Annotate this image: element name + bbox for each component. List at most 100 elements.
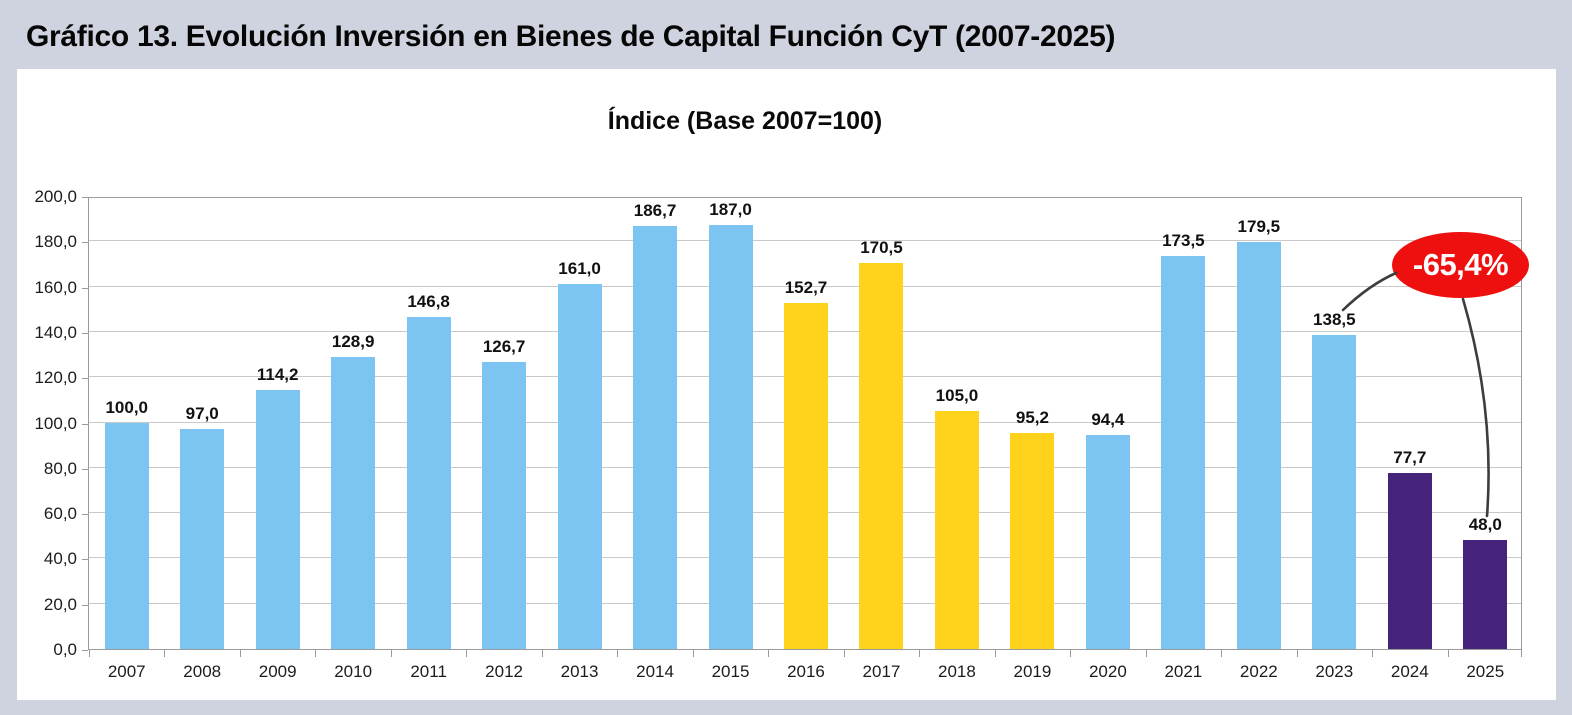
y-tick-mark (82, 514, 88, 516)
bar-value-label: 95,2 (1015, 408, 1049, 428)
bar (1312, 335, 1357, 649)
bar-value-label: 77,7 (1393, 448, 1427, 468)
x-tick-mark (1221, 650, 1223, 657)
x-tick-mark (1296, 650, 1298, 657)
category-slot: 161,0 2013 (542, 198, 617, 681)
y-tick-label: 40,0 (43, 549, 77, 569)
x-tick-label: 2016 (787, 662, 825, 681)
bar (331, 357, 376, 649)
x-tick-label: 2007 (107, 662, 146, 681)
y-tick-mark (82, 468, 88, 470)
category-slot: 179,5 2022 (1221, 198, 1296, 681)
bar-value-label: 173,5 (1162, 231, 1205, 251)
x-tick-label: 2009 (258, 662, 297, 681)
annotation-ellipse: -65,4% (1392, 232, 1529, 298)
y-tick-mark (82, 242, 88, 244)
gridline (89, 240, 1521, 242)
x-tick-mark (541, 650, 543, 657)
bar-value-label: 179,5 (1237, 217, 1281, 237)
x-tick-label: 2018 (938, 662, 976, 681)
x-tick-mark (390, 650, 392, 657)
y-tick-label: 180,0 (34, 232, 77, 252)
chart-title: Índice (Base 2007=100) (607, 107, 883, 135)
x-tick-label: 2017 (862, 662, 901, 681)
bar (1085, 435, 1130, 649)
x-tick-mark (1070, 650, 1072, 657)
category-slot: 146,8 2011 (391, 198, 466, 681)
bar (1463, 540, 1508, 649)
bar (406, 316, 451, 649)
bar (255, 390, 300, 649)
x-tick-label: 2011 (410, 662, 447, 681)
bar-value-label: 146,8 (407, 291, 450, 311)
category-slot: 187,0 2015 (693, 198, 768, 681)
x-tick-mark (1521, 650, 1522, 657)
x-tick-label: 2012 (485, 662, 523, 681)
x-tick-mark (617, 650, 619, 657)
bar-value-label: 94,4 (1091, 410, 1125, 430)
bar-value-label: 105,0 (935, 386, 979, 406)
x-tick-label: 2008 (183, 662, 222, 681)
bar-value-label: 161,0 (558, 259, 601, 279)
y-tick-label: 120,0 (34, 368, 77, 388)
x-tick-mark (1145, 650, 1147, 657)
category-slot: 152,7 2016 (768, 198, 843, 681)
category-slot: 105,0 2018 (919, 198, 994, 681)
bar (708, 225, 753, 649)
category-slot: 128,9 2010 (315, 198, 390, 681)
x-tick-label: 2010 (334, 662, 373, 681)
y-tick-mark (82, 332, 88, 334)
x-tick-label: 2022 (1239, 662, 1278, 681)
category-slot: 173,5 2021 (1146, 198, 1221, 681)
bar (783, 303, 828, 649)
bar (1387, 473, 1432, 649)
category-slot: 126,7 2012 (466, 198, 541, 681)
bar-value-label: 48,0 (1468, 515, 1502, 535)
x-tick-mark (919, 650, 921, 657)
x-tick-mark (1372, 650, 1374, 657)
y-tick-label: 100,0 (34, 413, 77, 433)
annotation-label: -65,4% (1412, 247, 1509, 282)
x-tick-mark (843, 650, 845, 657)
category-slot: 48,0 2025 (1448, 198, 1523, 681)
y-tick-label: 160,0 (34, 277, 77, 297)
x-tick-label: 2023 (1315, 662, 1354, 681)
y-tick-mark (82, 423, 88, 425)
bar-value-label: 186,7 (633, 201, 677, 221)
bar-value-label: 114,2 (256, 365, 299, 385)
category-slot: 95,2 2019 (995, 198, 1070, 681)
category-slot: 100,0 2007 (89, 198, 164, 681)
bar-value-label: 152,7 (784, 278, 828, 298)
x-tick-mark (466, 650, 468, 657)
bar (859, 262, 904, 649)
x-tick-mark (994, 650, 996, 657)
category-slot: 170,5 2017 (844, 198, 919, 681)
y-tick-label: 80,0 (43, 458, 77, 478)
y-tick-mark (82, 559, 88, 561)
bar (1010, 433, 1055, 649)
bar (104, 422, 149, 649)
bar (557, 284, 602, 649)
y-tick-label: 200,0 (34, 187, 77, 206)
bar (1161, 256, 1206, 649)
x-tick-mark (768, 650, 770, 657)
chart-panel: Índice (Base 2007=100) 100,0 2007 97,0 2008… (17, 69, 1556, 700)
y-tick-mark (82, 650, 88, 651)
bar (633, 226, 678, 649)
bar (934, 411, 979, 649)
x-tick-label: 2015 (711, 662, 750, 681)
bar-value-label: 170,5 (860, 237, 903, 257)
x-tick-label: 2021 (1164, 662, 1203, 681)
y-tick-label: 20,0 (43, 594, 77, 614)
x-tick-label: 2014 (636, 662, 674, 681)
x-tick-mark (1447, 650, 1449, 657)
category-slot: 97,0 2008 (164, 198, 239, 681)
category-slot: 138,5 2023 (1297, 198, 1372, 681)
page-title: Gráfico 13. Evolución Inversión en Biene… (26, 20, 1116, 53)
y-tick-label: 0,0 (53, 640, 77, 659)
y-tick-mark (82, 287, 88, 289)
bar-value-label: 97,0 (185, 404, 219, 424)
plot-area: 100,0 2007 97,0 2008 114,2 2009 128,9 2010 146,8… (88, 197, 1523, 681)
x-tick-label: 2024 (1390, 662, 1429, 681)
x-tick-mark (692, 650, 694, 657)
